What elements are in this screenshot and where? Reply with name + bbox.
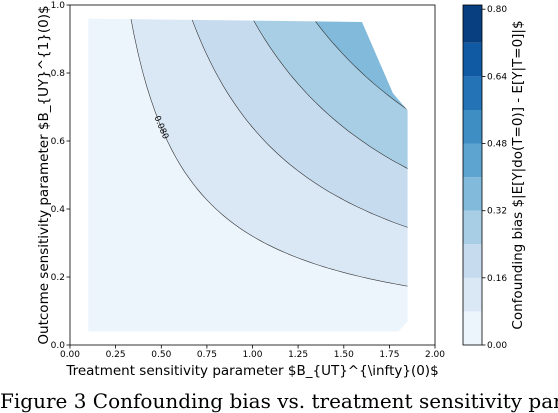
contour-band: [88, 18, 408, 332]
colorbar-label: Confounding bias $|E[Y|do(T=0)] - E[Y|T=…: [510, 20, 526, 329]
contour-line: [116, 18, 408, 288]
x-tick-label: 2.00: [425, 350, 445, 360]
x-axis-label: Treatment sensitivity parameter $B_{UT}^…: [65, 363, 438, 379]
x-tick-label: 0.50: [151, 350, 171, 360]
colorbar-band: [463, 42, 482, 77]
colorbar-frame: [462, 4, 483, 346]
x-tick-label: 0.75: [197, 350, 217, 360]
colorbar-tick-label: 0.48: [487, 140, 507, 150]
contour-line: [341, 0, 417, 1]
x-tick-label: 0.25: [106, 350, 126, 360]
x-tick-label: 1.00: [242, 350, 262, 360]
colorbar-band: [463, 177, 482, 211]
colorbar-tick-label: 0.64: [487, 72, 507, 82]
x-tick-label: 0.00: [60, 350, 80, 360]
y-tick-label: 0.0: [51, 341, 66, 351]
contour-band: [88, 18, 408, 174]
colorbar-band: [463, 5, 482, 43]
y-tick-label: 1.0: [51, 1, 66, 11]
y-tick-label: 0.8: [51, 69, 66, 79]
colorbar-tick-label: 0.00: [487, 341, 507, 351]
y-axis-label: Outcome sensitivity parameter $B_{UY}^{1…: [36, 5, 52, 344]
colorbar-tick-label: 0.16: [487, 274, 507, 284]
contour-line: [205, 18, 408, 174]
contour-chart: 0.0800.1600.2400.3200.4000.4600.5600.640…: [36, 0, 526, 379]
colorbar-band: [463, 210, 482, 245]
colorbar-band: [463, 277, 482, 312]
x-axis-ticks: 0.00 0.25 0.50 0.75 1.00 1.25 1.50 1.75 2.00: [60, 345, 445, 360]
colorbar-band: [463, 109, 482, 144]
colorbar-band: [463, 311, 482, 345]
figure-caption: Figure 3 Confounding bias vs. treatment …: [0, 389, 558, 413]
contour-fill-regions: [79, 0, 417, 332]
contour-line: [251, 18, 408, 117]
contour-line: [163, 18, 408, 231]
y-tick-label: 0.2: [51, 273, 65, 283]
colorbar: [462, 4, 483, 346]
x-tick-label: 1.75: [379, 350, 399, 360]
x-tick-label: 1.50: [334, 350, 354, 360]
y-axis-ticks: 0.0 0.2 0.4 0.6 0.8 1.0: [51, 1, 70, 351]
x-tick-label: 1.25: [288, 350, 308, 360]
colorbar-band: [463, 143, 482, 178]
colorbar-ticks: 0.00 0.16 0.32 0.48 0.64 0.80: [482, 5, 507, 351]
y-tick-label: 0.6: [51, 137, 66, 147]
contour-band: [88, 18, 408, 288]
colorbar-tick-label: 0.80: [487, 5, 507, 15]
colorbar-band: [463, 76, 482, 110]
contour-band: [79, 0, 417, 1]
colorbar-band: [463, 244, 482, 278]
y-tick-label: 0.4: [51, 205, 66, 215]
colorbar-tick-label: 0.32: [487, 207, 507, 217]
contour-band: [88, 18, 408, 231]
